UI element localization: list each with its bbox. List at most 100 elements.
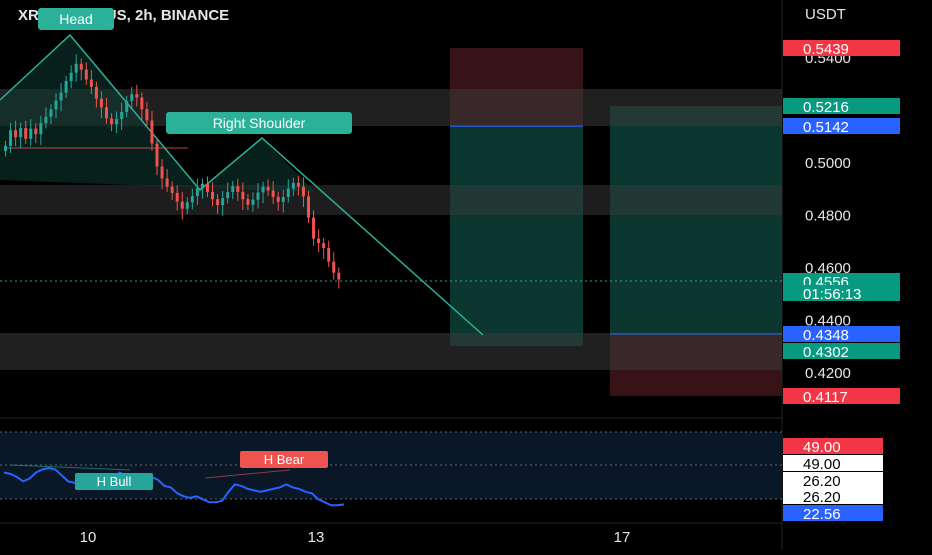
candle[interactable] (64, 81, 68, 93)
short-target-zone[interactable] (450, 126, 583, 346)
head-shoulders-line[interactable] (0, 33, 484, 336)
candle[interactable] (256, 192, 260, 200)
rsi-level-label: 49.00 (783, 455, 883, 473)
candle[interactable] (170, 186, 174, 193)
candles[interactable] (4, 54, 341, 289)
candle[interactable] (246, 199, 250, 205)
candle[interactable] (155, 143, 159, 167)
price-label: 0.5439 (783, 40, 900, 58)
candle[interactable] (94, 86, 98, 99)
h-bull-label-text: H Bull (97, 474, 132, 489)
time-tick-10: 10 (80, 529, 97, 546)
price-label-text: 0.4302 (803, 344, 849, 361)
candle[interactable] (74, 63, 78, 73)
candle[interactable] (79, 63, 83, 70)
price-label: 0.4302 (783, 343, 900, 361)
candle[interactable] (99, 98, 103, 108)
candle[interactable] (241, 191, 245, 200)
candle[interactable] (69, 72, 73, 82)
candle[interactable] (120, 112, 124, 119)
head-label[interactable]: Head (38, 8, 114, 30)
candle[interactable] (200, 183, 204, 188)
price-label: 0.4348 (783, 326, 900, 344)
candle[interactable] (312, 217, 316, 239)
price-tick: 0.4400 (805, 313, 851, 330)
candle[interactable] (327, 248, 331, 262)
candle[interactable] (9, 130, 13, 146)
candle[interactable] (301, 186, 305, 197)
candle[interactable] (231, 186, 235, 193)
candle[interactable] (236, 186, 240, 192)
candle[interactable] (206, 183, 209, 192)
candle[interactable] (110, 118, 114, 125)
candle[interactable] (115, 118, 119, 125)
candle[interactable] (150, 120, 154, 144)
candle[interactable] (195, 187, 199, 197)
rsi-level-text: 49.00 (803, 439, 841, 456)
candle[interactable] (145, 109, 149, 121)
candle[interactable] (276, 196, 280, 202)
candle[interactable] (180, 201, 184, 209)
h-bull-line (9, 464, 131, 471)
rsi-level-text: 26.20 (803, 489, 841, 506)
candle[interactable] (322, 243, 326, 249)
h-bull-label[interactable]: H Bull (75, 473, 153, 490)
candle[interactable] (14, 130, 18, 138)
h-bear-label[interactable]: H Bear (240, 451, 328, 468)
candle[interactable] (49, 109, 53, 117)
price-tick: 0.5000 (805, 155, 851, 172)
right-shoulder-label[interactable]: Right Shoulder (166, 112, 352, 134)
price-label-text: 0.4348 (803, 327, 849, 344)
candle[interactable] (296, 182, 300, 187)
candle[interactable] (251, 199, 255, 205)
candle[interactable] (19, 128, 23, 138)
candle[interactable] (39, 123, 43, 135)
candle[interactable] (211, 191, 215, 200)
candle[interactable] (337, 272, 341, 280)
candle[interactable] (105, 107, 108, 119)
candle[interactable] (221, 198, 225, 205)
candle[interactable] (130, 94, 134, 102)
candle[interactable] (332, 261, 336, 273)
candle[interactable] (216, 199, 220, 205)
candle[interactable] (317, 238, 321, 244)
price-label-text: 0.5216 (803, 99, 849, 116)
rsi-line[interactable] (3, 466, 345, 507)
candle[interactable] (226, 192, 230, 199)
candle[interactable] (44, 116, 48, 124)
neckline-zone[interactable] (0, 185, 782, 215)
candle[interactable] (185, 202, 189, 209)
candle[interactable] (29, 128, 33, 139)
candle[interactable] (165, 178, 169, 187)
candle[interactable] (140, 97, 144, 110)
candle[interactable] (160, 166, 164, 179)
long-target-zone[interactable] (610, 106, 782, 334)
candle[interactable] (84, 69, 88, 80)
candle[interactable] (271, 190, 275, 197)
right-shoulder-label-text: Right Shoulder (213, 115, 306, 131)
candle[interactable] (175, 192, 179, 202)
support-zone[interactable] (0, 333, 782, 370)
rsi-level-text: 49.00 (803, 456, 841, 473)
candle[interactable] (291, 182, 295, 189)
price-label: 01:56:13 (783, 285, 900, 303)
rsi-level-label: 26.20 (783, 488, 883, 506)
price-label: 0.4117 (783, 388, 900, 406)
candle[interactable] (34, 128, 38, 135)
candle[interactable] (125, 101, 129, 113)
candle[interactable] (59, 92, 63, 101)
candle[interactable] (190, 196, 194, 203)
candle[interactable] (135, 94, 139, 98)
candle[interactable] (261, 186, 265, 193)
candle[interactable] (286, 188, 290, 198)
candle[interactable] (89, 79, 93, 87)
candle[interactable] (24, 128, 28, 139)
candle[interactable] (266, 186, 270, 191)
candle[interactable] (307, 196, 310, 218)
candle[interactable] (54, 100, 58, 110)
candle[interactable] (4, 145, 7, 152)
candle[interactable] (281, 197, 285, 202)
